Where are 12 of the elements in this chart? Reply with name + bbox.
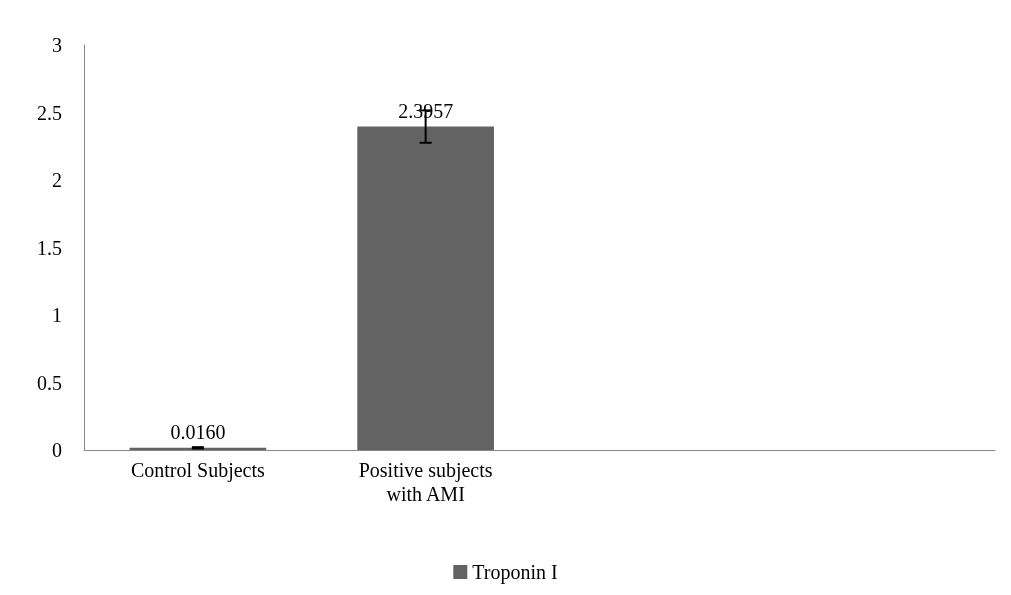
y-tick-label: 0.5 bbox=[37, 371, 62, 394]
y-tick-label: 2.5 bbox=[37, 101, 62, 124]
y-tick-label: 3 bbox=[52, 34, 62, 56]
y-tick-label: 1 bbox=[52, 304, 62, 326]
legend-label: Troponin I bbox=[472, 561, 558, 584]
x-tick-label: Positive subjects with AMI bbox=[358, 459, 493, 505]
y-tick-label: 1.5 bbox=[37, 236, 62, 259]
text: 2.3957 bbox=[398, 99, 454, 122]
text: 0.0160 bbox=[170, 420, 226, 443]
x-tick-label: Control Subjects bbox=[130, 459, 266, 482]
y-tick-label: 2 bbox=[52, 169, 62, 191]
y-tick-label: 0 bbox=[52, 439, 62, 461]
